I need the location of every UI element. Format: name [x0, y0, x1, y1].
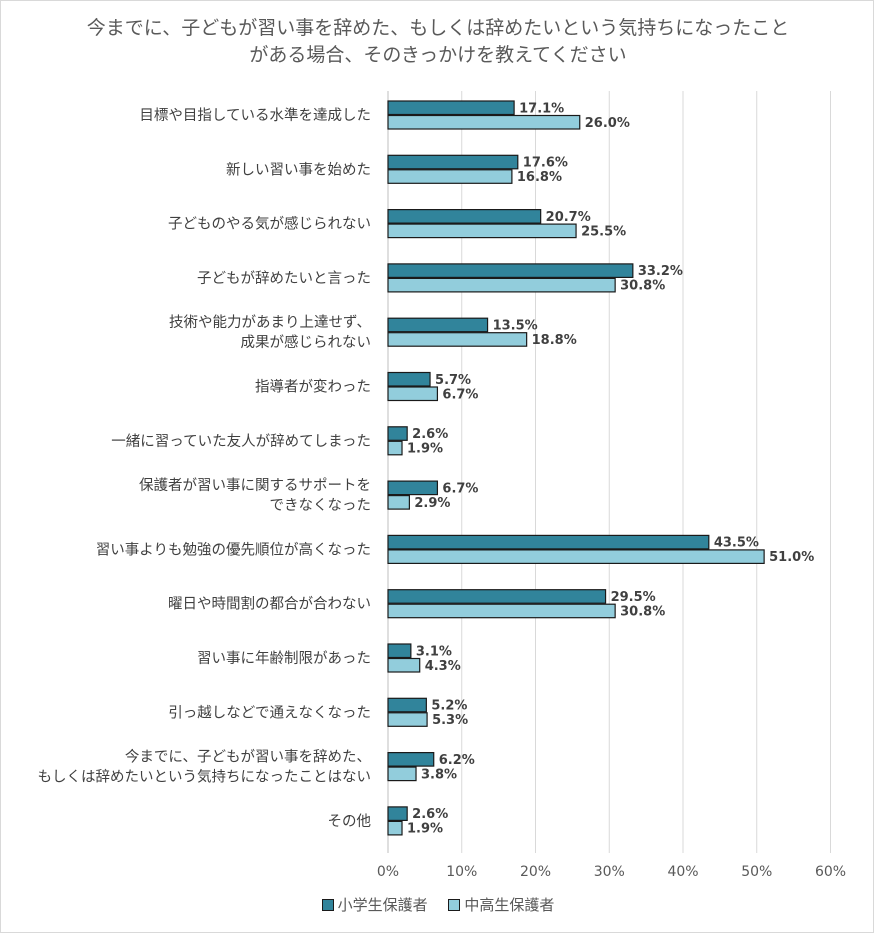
category-label-13-line-2: もしくは辞めたいという気持ちになったことはない [38, 769, 372, 786]
data-label-series-2-cat-5: 18.8% [532, 333, 577, 348]
chart-title-line-2: がある場合、そのきっかけを教えてください [249, 44, 627, 66]
category-label-9: 習い事よりも勉強の優先順位が高くなった [96, 541, 371, 558]
bar-series-2-cat-9 [387, 549, 765, 565]
bar-series-2-cat-8 [387, 495, 410, 510]
bar-series-1-cat-13 [387, 751, 435, 767]
data-label-series-1-cat-7: 2.6% [412, 427, 448, 442]
bar-series-1-cat-11 [387, 643, 412, 659]
bar-series-2-cat-13 [387, 766, 417, 782]
bar-series-2-cat-1 [387, 114, 581, 130]
category-label-13-line-1: 今までに、子どもが習い事を辞めた、 [125, 749, 371, 766]
x-tick-label-50: 50% [741, 864, 772, 880]
x-tick-label-40: 40% [667, 864, 698, 880]
bar-series-2-cat-12 [387, 712, 428, 727]
data-label-series-1-cat-4: 33.2% [638, 264, 683, 279]
category-label-5-line-2: 成果が感じられない [241, 334, 372, 351]
category-label-11: 習い事に年齢制限があった [197, 650, 371, 667]
chart-title: 今までに、子どもが習い事を辞めた、もしくは辞めたいという気持ちになったこと があ… [1, 15, 874, 69]
bar-series-2-cat-5 [387, 332, 528, 347]
data-label-series-1-cat-8: 6.7% [442, 481, 478, 496]
category-label-14: その他 [328, 813, 372, 830]
data-label-series-1-cat-12: 5.2% [431, 699, 467, 714]
data-label-series-1-cat-2: 17.6% [523, 156, 568, 171]
category-label-3: 子どものやる気が感じられない [168, 216, 371, 233]
x-tick-label-0: 0% [377, 864, 399, 880]
chart-title-line-1: 今までに、子どもが習い事を辞めた、もしくは辞めたいという気持ちになったこと [86, 17, 790, 39]
bar-series-1-cat-3 [387, 209, 542, 224]
bar-series-2-cat-3 [387, 223, 577, 239]
bar-series-1-cat-5 [387, 317, 489, 333]
category-label-12: 引っ越しなどで通えなくなった [168, 704, 371, 721]
category-label-8-line-1: 保護者が習い事に関するサポートを [139, 477, 371, 494]
x-tick-label-30: 30% [594, 864, 625, 880]
bar-series-1-cat-7 [387, 426, 408, 441]
legend: 小学生保護者 中高生保護者 [1, 894, 874, 915]
data-label-series-2-cat-1: 26.0% [585, 116, 630, 131]
bar-series-2-cat-11 [387, 657, 421, 673]
bar-series-1-cat-8 [387, 480, 439, 496]
data-label-series-2-cat-9: 51.0% [769, 550, 814, 565]
category-label-5-line-1: 技術や能力があまり上達せず、 [169, 314, 371, 331]
x-tick-label-10: 10% [446, 864, 477, 880]
legend-label-series-1: 小学生保護者 [337, 896, 428, 914]
category-label-1: 目標や目指している水準を達成した [139, 107, 371, 124]
bar-series-1-cat-9 [387, 534, 710, 550]
category-label-2: 新しい習い事を始めた [226, 161, 371, 178]
bar-series-1-cat-14 [387, 806, 408, 822]
bar-series-1-cat-6 [387, 371, 431, 387]
data-label-series-2-cat-3: 25.5% [581, 224, 626, 239]
data-label-series-2-cat-13: 3.8% [421, 767, 457, 782]
bar-series-2-cat-2 [387, 169, 513, 184]
data-label-series-2-cat-4: 30.8% [620, 279, 665, 294]
category-label-7: 一緒に習っていた友人が辞めてしまった [111, 433, 371, 450]
data-label-series-2-cat-12: 5.3% [432, 713, 468, 728]
data-label-series-2-cat-8: 2.9% [414, 496, 450, 511]
legend-swatch-series-1 [321, 898, 334, 911]
bar-series-1-cat-2 [387, 154, 519, 170]
bar-series-2-cat-14 [387, 820, 403, 836]
category-label-10: 曜日や時間割の都合が合わない [168, 596, 371, 613]
data-label-series-1-cat-3: 20.7% [546, 210, 591, 225]
data-label-series-1-cat-6: 5.7% [435, 373, 471, 388]
x-tick-label-60: 60% [815, 864, 846, 880]
bar-series-1-cat-1 [387, 100, 515, 116]
data-label-series-1-cat-14: 2.6% [412, 807, 448, 822]
data-label-series-1-cat-5: 13.5% [493, 318, 538, 333]
x-tick-label-20: 20% [520, 864, 551, 880]
data-label-series-2-cat-2: 16.8% [517, 170, 562, 185]
data-label-series-1-cat-1: 17.1% [519, 101, 564, 116]
legend-item-series-1: 小学生保護者 [321, 894, 428, 915]
legend-label-series-2: 中高生保護者 [464, 896, 555, 914]
data-label-series-2-cat-14: 1.9% [407, 822, 443, 837]
category-label-8-line-2: できなくなった [270, 497, 372, 514]
bar-series-2-cat-7 [387, 440, 403, 456]
bar-series-2-cat-10 [387, 603, 616, 619]
bar-series-2-cat-6 [387, 386, 439, 402]
data-label-series-2-cat-6: 6.7% [442, 387, 478, 402]
legend-swatch-series-2 [448, 898, 461, 911]
bar-series-1-cat-4 [387, 263, 634, 278]
data-label-series-2-cat-11: 4.3% [425, 659, 461, 674]
category-label-4: 子どもが辞めたいと言った [197, 270, 371, 287]
data-label-series-2-cat-7: 1.9% [407, 442, 443, 457]
data-label-series-1-cat-9: 43.5% [714, 536, 759, 551]
category-label-6: 指導者が変わった [255, 379, 371, 396]
data-label-series-1-cat-10: 29.5% [611, 590, 656, 605]
data-label-series-1-cat-13: 6.2% [439, 753, 475, 768]
bar-series-2-cat-4 [387, 277, 616, 293]
bar-series-1-cat-12 [387, 697, 427, 713]
legend-item-series-2: 中高生保護者 [448, 894, 554, 915]
data-label-series-1-cat-11: 3.1% [416, 644, 452, 659]
bar-series-1-cat-10 [387, 589, 607, 604]
data-label-series-2-cat-10: 30.8% [620, 604, 665, 619]
